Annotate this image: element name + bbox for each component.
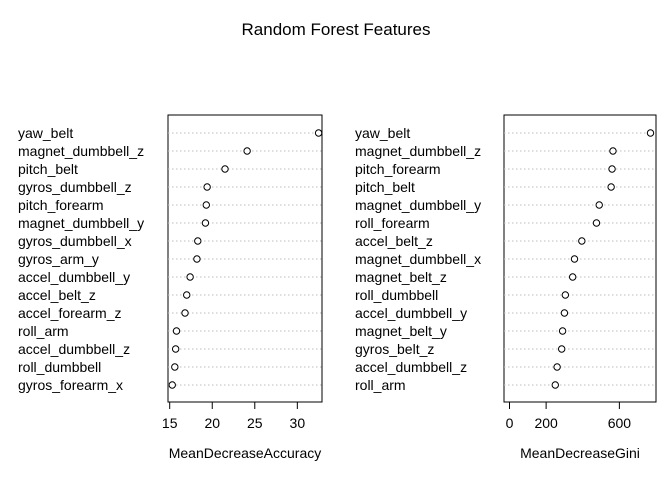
panel-2: yaw_belt magnet_dumbbell_z pitch_forearmpi… [355,114,657,461]
data-point [592,219,601,227]
panels: yaw_beltmagnet_dumbbell_zpitch_beltgyros… [18,114,657,461]
data-point [202,201,210,209]
x-axis-label: MeanDecreaseAccuracy [169,445,322,461]
category-label: accel_belt_z [18,287,96,303]
data-point [558,327,567,335]
x-tick-label: 30 [290,415,306,431]
category-label: pitch_forearm [355,161,441,177]
data-point [608,165,616,173]
category-label: accel_forearm_z [18,305,122,321]
category-label: roll_dumbbell [355,287,438,303]
category-label: magnet_dumbbell_z [355,143,481,159]
data-point [609,147,617,155]
category-label: roll_forearm [355,215,430,231]
category-label: gyros_forearm_x [18,377,123,393]
category-label: roll_arm [18,323,69,339]
data-point [243,147,251,155]
category-label: yaw_belt [18,125,73,141]
category-label: magnet_dumbbell_y [355,197,481,213]
category-label: pitch_belt [18,161,78,177]
category-label: accel_dumbbell_z [355,359,467,375]
category-label: pitch_belt [355,179,415,195]
data-point [557,345,566,353]
category-label: gyros_dumbbell_z [18,179,132,195]
category-label: magnet_dumbbell_z [18,143,144,159]
x-tick-label: 25 [247,415,263,431]
x-axis-label: MeanDecreaseGini [520,445,640,461]
category-label: magnet_belt_y [355,323,447,339]
category-label: roll_dumbbell [18,359,101,375]
category-label: accel_dumbbell_y [18,269,130,285]
data-point [168,381,176,389]
data-point [203,183,211,191]
data-point [314,129,323,137]
x-tick-label: 0 [506,415,514,431]
category-label: accel_dumbbell_z [18,341,130,357]
category-label: magnet_dumbbell_y [18,215,144,231]
x-tick-label: 600 [608,415,632,431]
data-point [551,381,559,389]
data-point [595,201,603,209]
category-label: accel_belt_z [355,233,433,249]
data-point [646,129,655,137]
category-label: pitch_forearm [18,197,104,213]
category-label: gyros_dumbbell_x [18,233,132,249]
data-point [561,291,570,299]
category-label: gyros_belt_z [355,341,434,357]
chart-title: Random Forest Features [242,20,431,39]
data-point [193,255,201,263]
data-point [171,363,179,371]
category-label: gyros_arm_y [18,251,99,267]
data-point [183,291,191,299]
category-label: magnet_dumbbell_x [355,251,481,267]
x-tick-label: 200 [534,415,558,431]
data-point [578,237,586,245]
data-point [186,273,194,281]
data-point [194,237,202,245]
data-point [607,183,615,191]
data-point [221,165,229,173]
panel-1: yaw_belt magnet_dumbbell_z pitch_beltgyros… [18,114,323,461]
data-point [553,363,561,371]
category-label: roll_arm [355,377,406,393]
x-tick-label: 15 [162,415,178,431]
data-point [201,219,210,227]
category-label: accel_dumbbell_y [355,305,467,321]
category-label: yaw_belt [355,125,410,141]
x-tick-label: 20 [204,415,220,431]
data-point [560,309,569,317]
data-point [568,273,577,281]
data-point [181,309,189,317]
data-point [172,327,181,335]
data-point [171,345,180,353]
data-point [570,255,579,263]
category-label: magnet_belt_z [355,269,447,285]
